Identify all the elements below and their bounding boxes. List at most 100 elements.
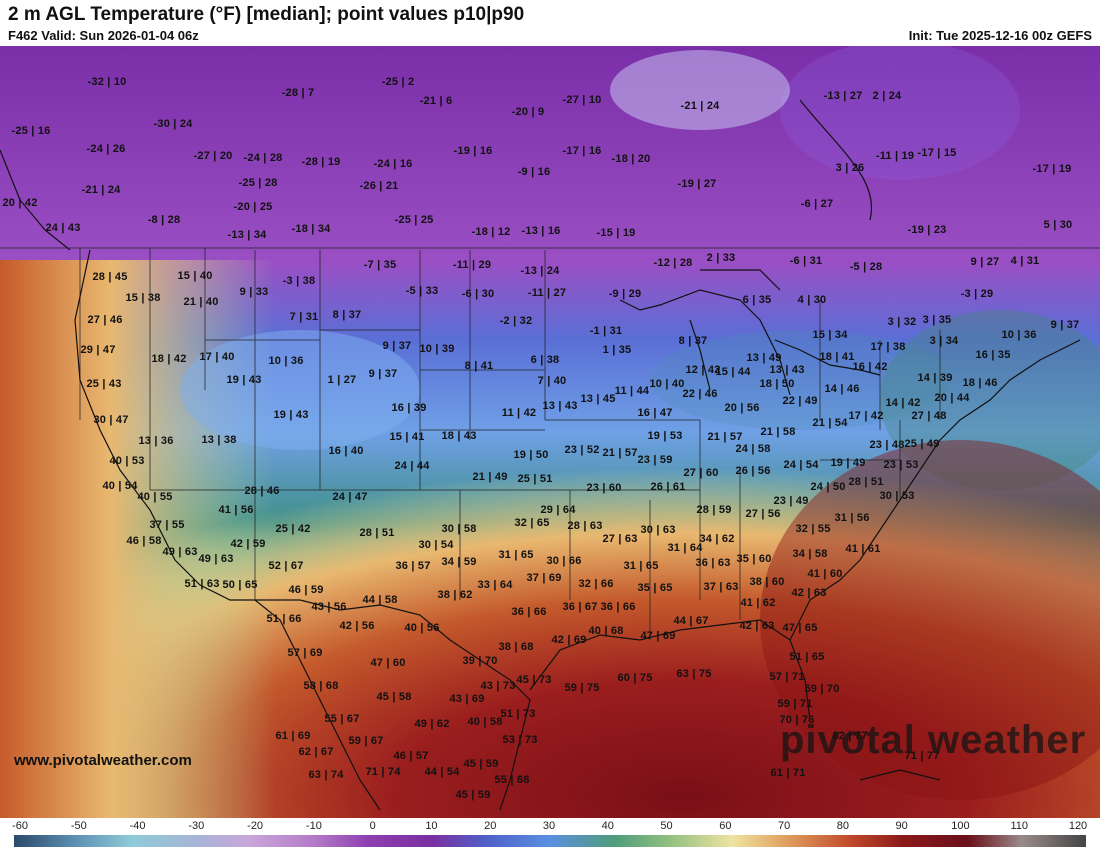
point-value: 18 | 46 xyxy=(962,377,998,389)
point-value: 23 | 60 xyxy=(586,482,622,494)
point-value: -13 | 34 xyxy=(227,229,267,241)
point-value: 71 | 74 xyxy=(365,766,401,778)
point-value: 29 | 64 xyxy=(540,504,576,516)
point-value: 38 | 62 xyxy=(437,589,473,601)
point-value: 43 | 73 xyxy=(480,680,516,692)
point-value: 43 | 69 xyxy=(449,693,485,705)
point-value: 19 | 53 xyxy=(647,430,683,442)
point-value: 62 | 77 xyxy=(832,730,868,742)
point-value: 16 | 40 xyxy=(328,445,364,457)
point-value: 37 | 63 xyxy=(703,581,739,593)
point-value: -20 | 9 xyxy=(511,106,545,118)
point-value: 30 | 54 xyxy=(418,539,454,551)
point-value: 16 | 39 xyxy=(391,402,427,414)
point-value: 36 | 67 xyxy=(562,601,598,613)
point-value: 17 | 38 xyxy=(870,341,906,353)
point-value: 24 | 50 xyxy=(810,481,846,493)
point-value: 8 | 37 xyxy=(678,335,708,347)
point-value: 43 | 56 xyxy=(311,601,347,613)
point-value: 13 | 43 xyxy=(542,400,578,412)
point-value: -6 | 27 xyxy=(800,198,834,210)
point-value: 28 | 59 xyxy=(696,504,732,516)
point-value: 32 | 55 xyxy=(795,523,831,535)
color-scale-tick: 70 xyxy=(777,820,791,832)
point-value: 34 | 62 xyxy=(699,533,735,545)
point-value: 42 | 63 xyxy=(791,587,827,599)
color-scale-tick: 40 xyxy=(601,820,614,832)
point-value: 32 | 66 xyxy=(578,578,614,590)
point-value: 28 | 51 xyxy=(848,476,884,488)
color-scale-tick: 120 xyxy=(1068,820,1088,832)
point-value: -26 | 21 xyxy=(359,180,399,192)
point-value: 30 | 53 xyxy=(879,490,915,502)
point-value: 18 | 50 xyxy=(759,378,795,390)
point-value: -20 | 25 xyxy=(233,201,273,213)
point-value: 19 | 43 xyxy=(226,374,262,386)
point-value: 47 | 69 xyxy=(640,630,676,642)
point-value: 7 | 31 xyxy=(289,311,319,323)
point-value: 18 | 41 xyxy=(819,351,855,363)
point-value: 40 | 58 xyxy=(467,716,503,728)
valid-time: F462 Valid: Sun 2026-01-04 06z xyxy=(8,28,199,43)
point-value: -3 | 38 xyxy=(282,275,316,287)
point-value: 41 | 56 xyxy=(218,504,254,516)
point-value: -5 | 28 xyxy=(849,261,883,273)
color-scale-tick: 50 xyxy=(660,820,673,832)
point-value: 45 | 58 xyxy=(376,691,412,703)
color-scale: -60 -50 -40 -30 -20 -10 0 10 20 30 40 50 60 70 80 90 100… xyxy=(0,818,1100,850)
point-value: 24 | 44 xyxy=(394,460,430,472)
point-value: 21 | 57 xyxy=(707,431,743,443)
color-scale-ticks: -60 -50 -40 -30 -20 -10 0 10 20 30 40 50 60 70 80 90 100… xyxy=(0,818,1100,834)
point-value: -9 | 16 xyxy=(517,166,551,178)
point-value: -25 | 2 xyxy=(381,76,415,88)
map-background xyxy=(0,46,1100,818)
point-value: 45 | 73 xyxy=(516,674,552,686)
point-value: -13 | 24 xyxy=(520,265,560,277)
point-value: 37 | 55 xyxy=(149,519,185,531)
point-value: 40 | 56 xyxy=(404,622,440,634)
point-value: 8 | 37 xyxy=(332,309,362,321)
point-value: 23 | 48 xyxy=(869,439,905,451)
point-value: 61 | 71 xyxy=(770,767,806,779)
point-value: 40 | 53 xyxy=(109,455,145,467)
point-value: 35 | 65 xyxy=(637,582,673,594)
point-value: 41 | 60 xyxy=(807,568,843,580)
point-value: -25 | 16 xyxy=(11,125,51,137)
color-scale-bar xyxy=(14,835,1086,847)
point-value: 59 | 75 xyxy=(564,682,600,694)
point-value: 27 | 56 xyxy=(745,508,781,520)
point-value: -18 | 34 xyxy=(291,223,331,235)
point-value: 36 | 63 xyxy=(695,557,731,569)
point-value: -1 | 31 xyxy=(589,325,623,337)
point-value: 46 | 58 xyxy=(126,535,162,547)
point-value: 63 | 74 xyxy=(308,769,344,781)
point-value: 58 | 68 xyxy=(303,680,339,692)
point-value: 4 | 31 xyxy=(1010,255,1040,267)
color-scale-tick: 0 xyxy=(369,820,376,832)
point-value: 38 | 68 xyxy=(498,641,534,653)
point-value: -7 | 35 xyxy=(363,259,397,271)
point-value: 16 | 35 xyxy=(975,349,1011,361)
website-label: www.pivotalweather.com xyxy=(14,752,192,769)
point-value: 3 | 26 xyxy=(835,162,865,174)
point-value: -18 | 12 xyxy=(471,226,511,238)
point-value: 51 | 63 xyxy=(184,578,220,590)
point-value: -17 | 15 xyxy=(917,147,957,159)
point-value: 28 | 46 xyxy=(244,485,280,497)
point-value: 17 | 40 xyxy=(199,351,235,363)
point-value: 27 | 60 xyxy=(683,467,719,479)
color-scale-tick: 60 xyxy=(719,820,732,832)
point-value: 31 | 64 xyxy=(667,542,703,554)
point-value: 6 | 38 xyxy=(530,354,560,366)
point-value: 23 | 59 xyxy=(637,454,673,466)
point-value: 51 | 66 xyxy=(266,613,302,625)
color-scale-tick: -10 xyxy=(305,820,322,832)
point-value: -12 | 28 xyxy=(653,257,693,269)
point-value: 52 | 67 xyxy=(268,560,304,572)
point-value: 21 | 54 xyxy=(812,417,848,429)
point-value: 1 | 27 xyxy=(327,374,357,386)
point-value: 71 | 77 xyxy=(904,750,940,762)
point-value: 60 | 75 xyxy=(617,672,653,684)
point-value: 30 | 58 xyxy=(441,523,477,535)
point-value: 26 | 61 xyxy=(650,481,686,493)
